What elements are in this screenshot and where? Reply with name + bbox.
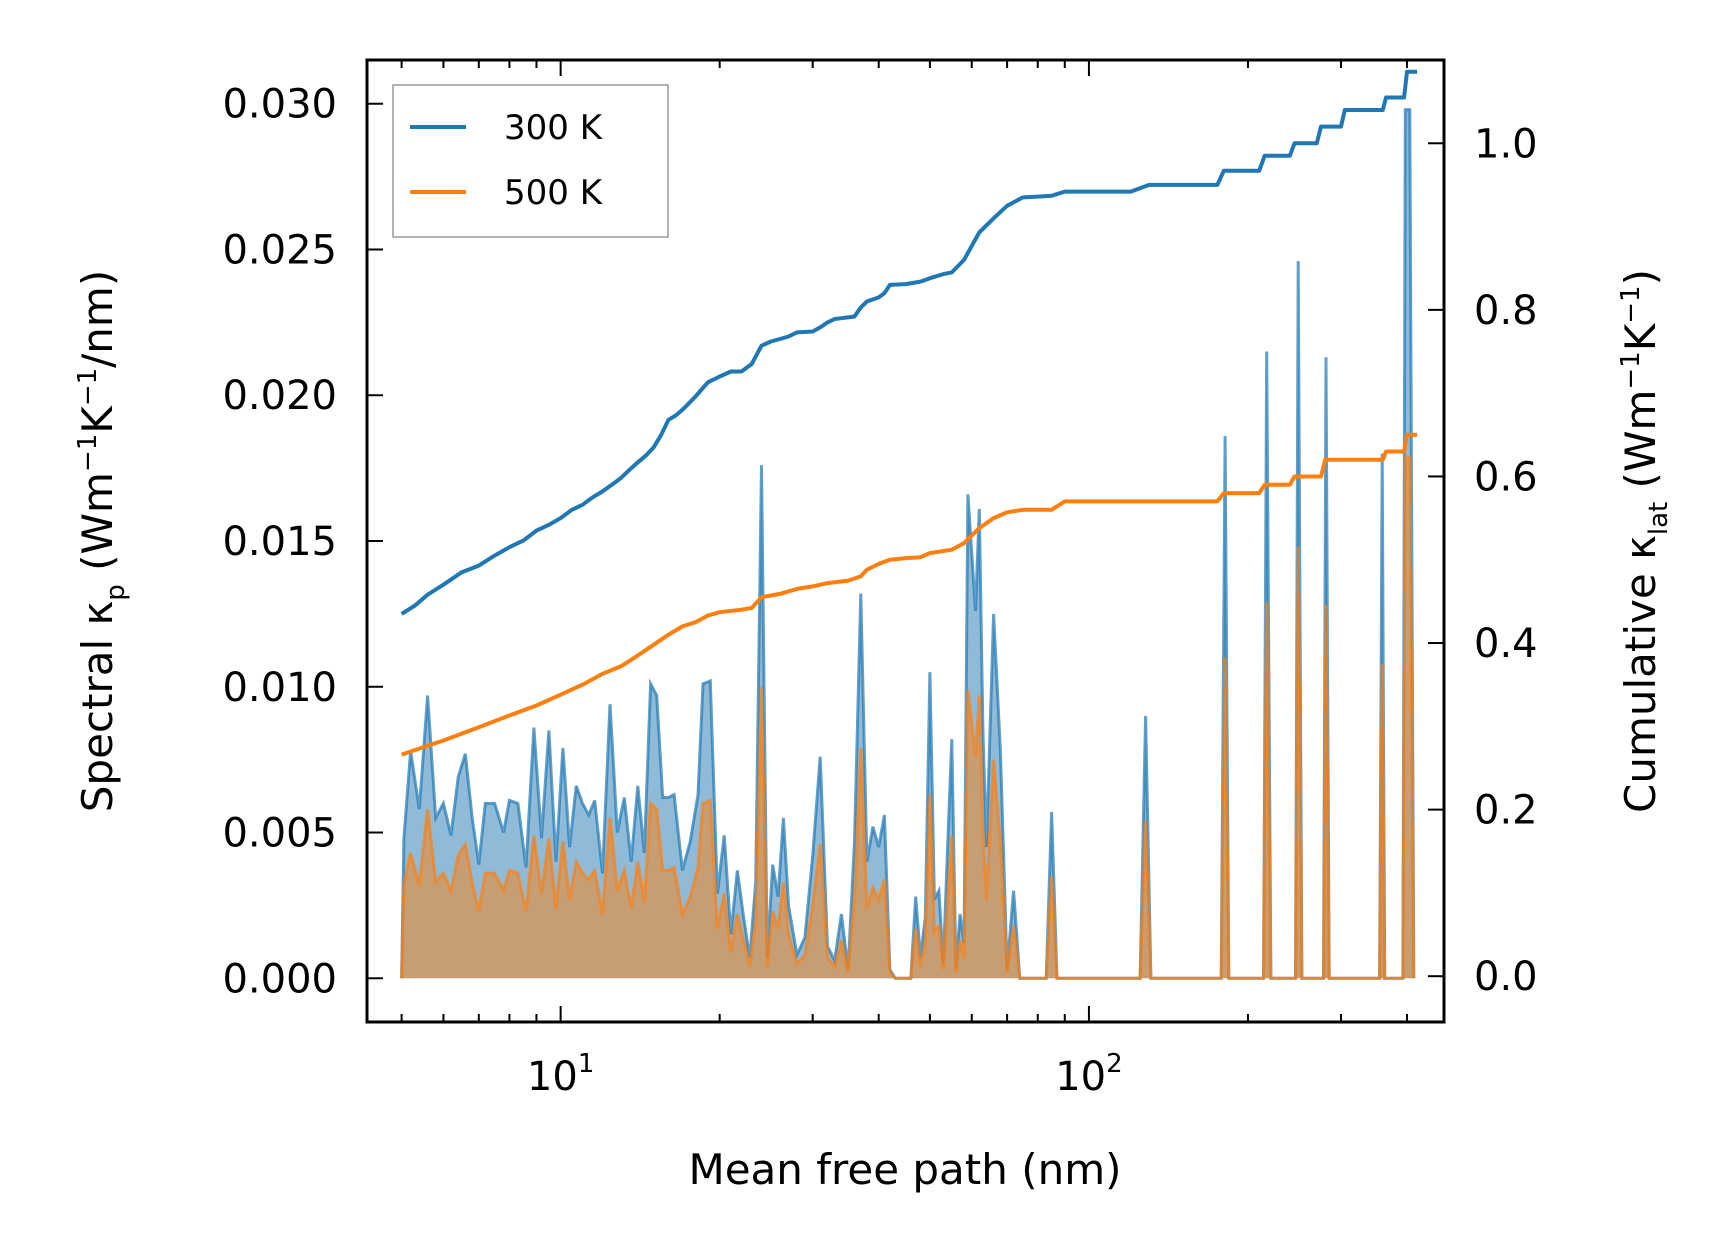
area-300-k-spectral xyxy=(401,109,1414,979)
line-300-k-spectral xyxy=(400,108,1416,980)
legend-label-500k: 500 K xyxy=(504,173,604,213)
y-left-tick-label: 0.005 xyxy=(222,811,337,857)
y-right-tick-label: 1.0 xyxy=(1474,121,1538,167)
left-y-axis-label: Spectral κp (Wm−1K−1/nm) xyxy=(73,270,131,812)
cumulative-line-500-k xyxy=(400,432,1418,757)
x-tick-label: 102 xyxy=(1055,1049,1122,1100)
y-left-tick-label: 0.020 xyxy=(222,373,337,419)
y-right-tick-label: 0.0 xyxy=(1474,954,1538,1000)
right-y-axis-label: Cumulative κlat (Wm−1K−1) xyxy=(1616,269,1674,813)
x-tick-label: 101 xyxy=(527,1049,594,1100)
line-500-k-spectral xyxy=(400,455,1416,980)
cumulative-line-300-k xyxy=(400,69,1418,616)
y-left-tick-label: 0.010 xyxy=(222,665,337,711)
x-axis-label: Mean free path (nm) xyxy=(688,1145,1121,1194)
y-right-tick-label: 0.8 xyxy=(1474,288,1538,334)
y-left-tick-label: 0.025 xyxy=(222,227,337,273)
legend-label-300k: 300 K xyxy=(504,108,604,148)
area-500-k-spectral xyxy=(401,456,1414,979)
legend-box xyxy=(392,84,669,238)
legend: 300 K 500 K xyxy=(392,84,669,238)
ticks-layer: 101 1020.0000.0050.0100.0150.0200.0250.03… xyxy=(222,60,1538,1100)
y-left-tick-label: 0.000 xyxy=(222,956,337,1002)
y-left-tick-label: 0.030 xyxy=(222,82,337,128)
cumulative-series-layer xyxy=(400,69,1418,757)
y-right-tick-label: 0.2 xyxy=(1474,788,1538,834)
y-left-tick-label: 0.015 xyxy=(222,519,337,565)
y-right-tick-label: 0.4 xyxy=(1474,621,1538,667)
spectral-series-layer xyxy=(400,108,1416,980)
y-right-tick-label: 0.6 xyxy=(1474,454,1538,500)
